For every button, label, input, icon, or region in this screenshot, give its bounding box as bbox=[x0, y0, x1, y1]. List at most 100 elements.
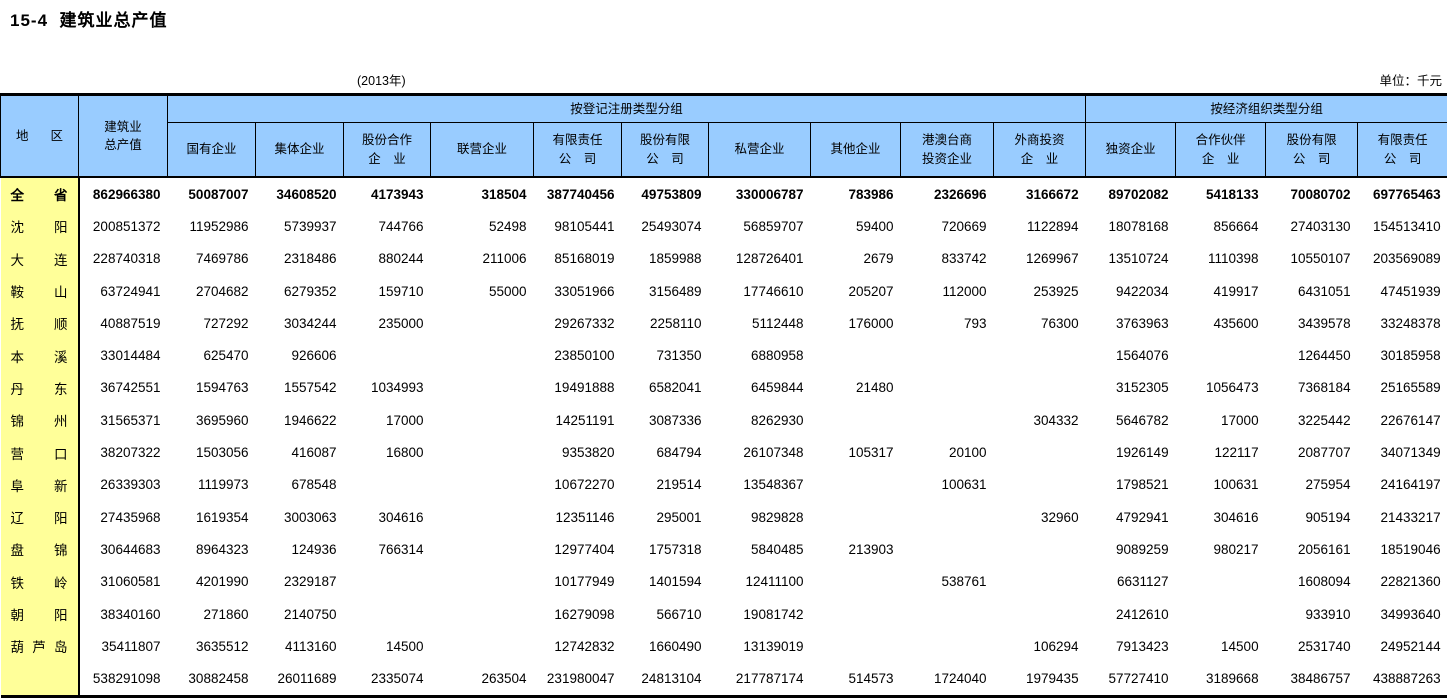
value-cell: 14500 bbox=[385, 638, 424, 654]
value-cell bbox=[994, 566, 1086, 598]
region-cell: 营 口 bbox=[0, 436, 80, 469]
value-cell: 2056161 bbox=[1298, 541, 1351, 557]
value-cell: 33014484 bbox=[100, 348, 161, 364]
value-cell: 19081742 bbox=[743, 606, 804, 622]
value-cell: 1619354 bbox=[195, 509, 249, 525]
table-row: 辽 阳 27435968 1619354 3003063 304616 12351146 2… bbox=[0, 500, 1447, 534]
region-cell: 锦 州 bbox=[0, 404, 80, 437]
col-header-share-holding-ltd: 股份有限公 司 bbox=[621, 122, 709, 178]
table-row: 丹 东 36742551 1594763 1557542 1034993 19491888… bbox=[0, 371, 1447, 405]
value-cell: 25493074 bbox=[641, 218, 702, 234]
value-cell: 933910 bbox=[1305, 606, 1351, 622]
value-cell: 6631127 bbox=[1117, 574, 1169, 590]
value-cell: 8964323 bbox=[195, 541, 249, 557]
col-header-sole-proprietorship: 独资企业 bbox=[1085, 122, 1177, 178]
value-cell bbox=[901, 339, 994, 371]
value-cell: 4201990 bbox=[195, 574, 249, 590]
col-header-joint-operation: 联营企业 bbox=[430, 122, 534, 178]
value-cell: 3225442 bbox=[1298, 412, 1351, 428]
value-cell: 8262930 bbox=[750, 412, 804, 428]
value-cell bbox=[431, 469, 534, 501]
value-cell bbox=[994, 469, 1086, 501]
value-cell: 205207 bbox=[848, 283, 894, 299]
value-cell: 3156489 bbox=[648, 283, 702, 299]
value-cell: 253925 bbox=[1033, 283, 1079, 299]
value-cell: 1034993 bbox=[370, 380, 424, 396]
value-cell: 85168019 bbox=[554, 251, 615, 267]
group-header-registration-type: 按登记注册类型分组 bbox=[166, 94, 1087, 123]
region-cell: 朝 阳 bbox=[0, 597, 80, 631]
group-header-economic-org-type: 按经济组织类型分组 bbox=[1085, 94, 1447, 123]
value-cell: 17000 bbox=[1221, 412, 1259, 428]
value-cell: 217787174 bbox=[735, 671, 804, 687]
value-cell: 980217 bbox=[1213, 541, 1259, 557]
value-cell: 3189668 bbox=[1206, 671, 1259, 687]
value-cell bbox=[431, 566, 534, 598]
value-cell: 862966380 bbox=[92, 186, 161, 202]
value-cell: 59400 bbox=[855, 218, 894, 234]
value-cell: 1946622 bbox=[283, 412, 337, 428]
value-cell bbox=[901, 501, 994, 533]
value-cell: 5739937 bbox=[283, 218, 337, 234]
value-cell: 16800 bbox=[385, 445, 424, 461]
value-cell: 200851372 bbox=[92, 218, 161, 234]
value-cell: 29267332 bbox=[554, 315, 615, 331]
value-cell bbox=[1176, 566, 1266, 598]
value-cell: 5840485 bbox=[750, 541, 804, 557]
value-cell: 235000 bbox=[378, 315, 424, 331]
value-cell: 416087 bbox=[291, 445, 337, 461]
value-cell: 98105441 bbox=[554, 218, 615, 234]
value-cell: 304616 bbox=[378, 509, 424, 525]
region-cell: 葫 芦 岛 bbox=[0, 630, 80, 663]
value-cell: 7368184 bbox=[1298, 380, 1351, 396]
value-cell: 13548367 bbox=[743, 477, 804, 493]
value-cell: 6279352 bbox=[283, 283, 337, 299]
region-cell: 鞍 山 bbox=[0, 274, 80, 308]
value-cell bbox=[994, 436, 1086, 468]
value-cell: 4792941 bbox=[1116, 509, 1169, 525]
value-cell: 727292 bbox=[203, 315, 249, 331]
value-cell: 14500 bbox=[1221, 638, 1259, 654]
value-cell: 17746610 bbox=[743, 283, 804, 299]
value-cell: 55000 bbox=[488, 283, 527, 299]
value-cell: 387740456 bbox=[546, 186, 615, 202]
region-cell: 丹 东 bbox=[0, 371, 80, 405]
value-cell: 18519046 bbox=[1380, 541, 1441, 557]
value-cell: 21480 bbox=[855, 380, 894, 396]
value-cell: 304332 bbox=[1033, 412, 1079, 428]
value-cell: 6880958 bbox=[750, 348, 804, 364]
value-cell: 1264450 bbox=[1298, 348, 1351, 364]
value-cell bbox=[1176, 339, 1266, 371]
value-cell: 7469786 bbox=[195, 251, 249, 267]
value-cell: 1119973 bbox=[197, 477, 249, 493]
value-cell: 435600 bbox=[1213, 315, 1259, 331]
value-cell: 40887519 bbox=[100, 315, 161, 331]
value-cell bbox=[344, 566, 431, 598]
value-cell: 880244 bbox=[378, 251, 424, 267]
value-cell: 34608520 bbox=[276, 186, 337, 202]
value-cell: 9089259 bbox=[1116, 541, 1169, 557]
header-line: 建筑业 bbox=[104, 119, 142, 134]
value-cell bbox=[431, 436, 534, 468]
value-cell: 26107348 bbox=[743, 445, 804, 461]
value-cell: 159710 bbox=[378, 283, 424, 299]
value-cell bbox=[901, 404, 994, 436]
value-cell: 22821360 bbox=[1380, 574, 1441, 590]
value-cell: 4113160 bbox=[284, 638, 337, 654]
region-cell: 抚 顺 bbox=[0, 307, 80, 340]
value-cell: 438887263 bbox=[1373, 671, 1441, 687]
value-cell bbox=[901, 372, 994, 404]
value-cell: 27435968 bbox=[100, 509, 161, 525]
value-cell: 263504 bbox=[481, 671, 527, 687]
value-cell: 1594763 bbox=[195, 380, 249, 396]
value-cell: 27403130 bbox=[1290, 218, 1351, 234]
value-cell: 2326696 bbox=[933, 186, 987, 202]
value-cell bbox=[811, 339, 901, 371]
value-cell: 16279098 bbox=[554, 606, 615, 622]
value-cell: 9829828 bbox=[750, 509, 804, 525]
value-cell: 47451939 bbox=[1380, 283, 1441, 299]
value-cell: 1269967 bbox=[1026, 251, 1079, 267]
value-cell: 211006 bbox=[482, 251, 527, 267]
region-cell: 辽 阳 bbox=[0, 500, 80, 534]
value-cell: 3152305 bbox=[1116, 380, 1169, 396]
